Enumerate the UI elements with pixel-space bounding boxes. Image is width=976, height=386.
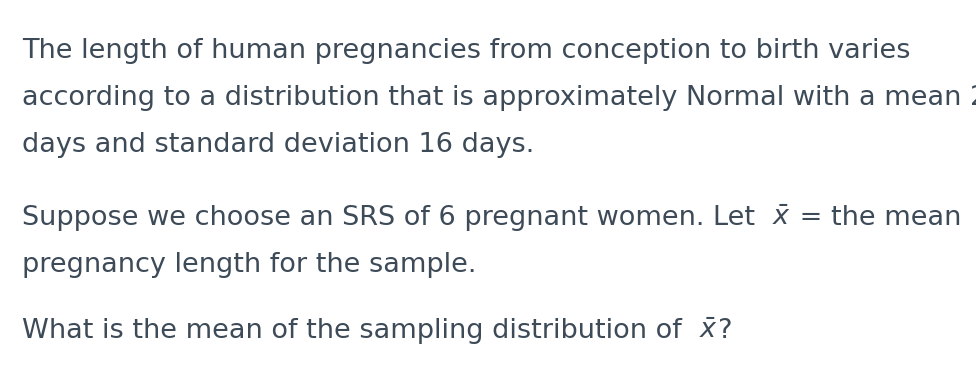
Text: pregnancy length for the sample.: pregnancy length for the sample. — [22, 252, 476, 278]
Text: $\bar{x}$: $\bar{x}$ — [699, 318, 718, 344]
Text: The length of human pregnancies from conception to birth varies: The length of human pregnancies from con… — [22, 38, 911, 64]
Text: days and standard deviation 16 days.: days and standard deviation 16 days. — [22, 132, 534, 158]
Text: Suppose we choose an SRS of 6 pregnant women. Let: Suppose we choose an SRS of 6 pregnant w… — [22, 205, 772, 231]
Text: according to a distribution that is approximately Normal with a mean 266: according to a distribution that is appr… — [22, 85, 976, 111]
Text: $\bar{x}$: $\bar{x}$ — [772, 205, 792, 231]
Text: = the mean: = the mean — [792, 205, 961, 231]
Text: What is the mean of the sampling distribution of: What is the mean of the sampling distrib… — [22, 318, 699, 344]
Text: ?: ? — [718, 318, 732, 344]
